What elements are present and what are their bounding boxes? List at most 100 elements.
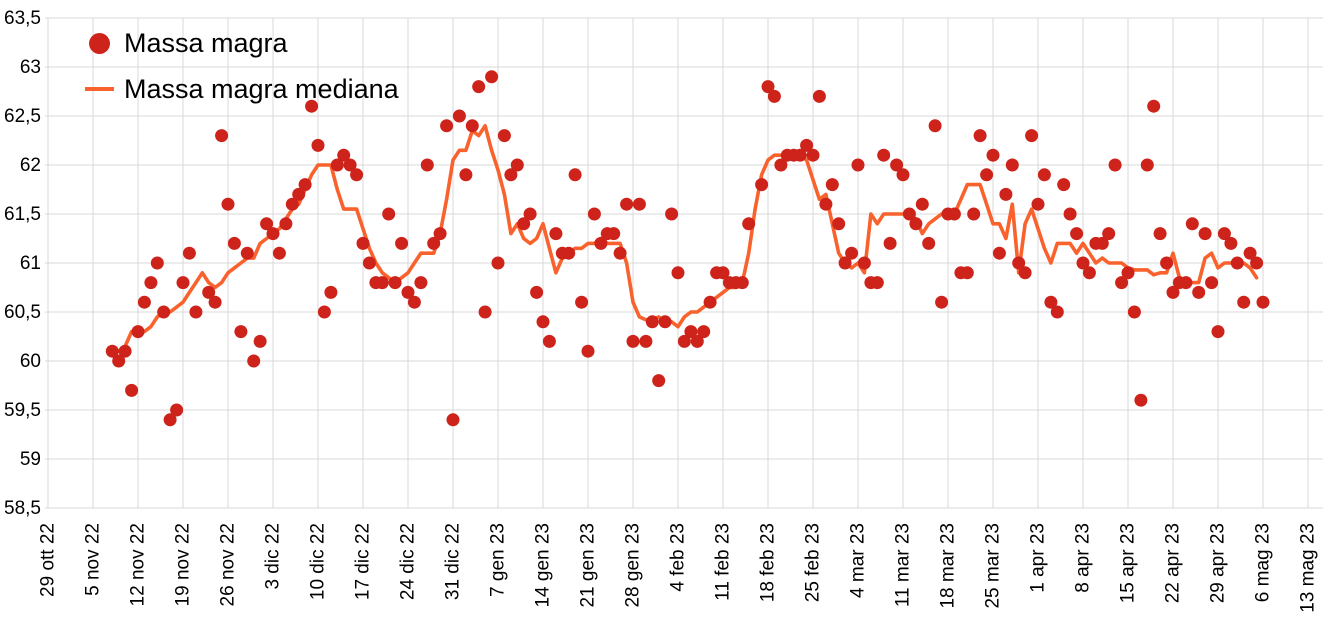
scatter-point — [973, 129, 987, 143]
scatter-point — [562, 246, 576, 260]
scatter-point — [838, 256, 852, 270]
scatter-point — [105, 344, 119, 358]
scatter-point — [478, 305, 492, 319]
scatter-point — [202, 285, 216, 299]
scatter-point — [1237, 295, 1251, 309]
scatter-point — [1018, 266, 1032, 280]
scatter-point — [896, 168, 910, 182]
scatter-point — [497, 129, 511, 143]
y-axis-tick-label: 63 — [20, 57, 41, 78]
scatter-point — [774, 158, 788, 172]
scatter-point — [144, 276, 158, 290]
scatter-point — [1185, 217, 1199, 231]
scatter-point — [317, 305, 331, 319]
scatter-point — [575, 295, 589, 309]
scatter-point — [1211, 325, 1225, 339]
scatter-point — [967, 207, 981, 221]
scatter-point — [446, 413, 460, 427]
scatter-point — [870, 276, 884, 290]
scatter-point — [549, 227, 563, 241]
scatter-point — [832, 217, 846, 231]
scatter-point — [890, 158, 904, 172]
scatter-point — [1134, 393, 1148, 407]
scatter-point — [330, 158, 344, 172]
chart-legend: Massa magra Massa magra mediana — [84, 23, 399, 115]
scatter-point — [1166, 285, 1180, 299]
y-axis-tick-label: 63,5 — [4, 8, 41, 29]
x-axis-tick-label: 3 dic 22 — [263, 523, 284, 590]
scatter-point — [285, 197, 299, 211]
x-axis-tick-label: 5 nov 22 — [83, 523, 104, 596]
scatter-point — [568, 168, 582, 182]
scatter-point — [491, 256, 505, 270]
scatter-point — [716, 266, 730, 280]
x-axis-tick-label: 25 mar 23 — [983, 523, 1004, 609]
scatter-point — [1198, 227, 1212, 241]
scatter-point — [433, 227, 447, 241]
scatter-point — [928, 119, 942, 133]
scatter-point — [1160, 256, 1174, 270]
scatter-point — [112, 354, 126, 368]
scatter-point — [652, 374, 666, 388]
scatter-point — [1205, 276, 1219, 290]
scatter-point — [382, 207, 396, 221]
scatter-point — [992, 246, 1006, 260]
scatter-point — [227, 236, 241, 250]
scatter-point — [793, 148, 807, 162]
scatter-point — [1153, 227, 1167, 241]
scatter-point — [703, 295, 717, 309]
scatter-point — [272, 246, 286, 260]
scatter-point — [761, 80, 775, 94]
scatter-point — [530, 285, 544, 299]
scatter-point — [414, 276, 428, 290]
scatter-point — [806, 148, 820, 162]
scatter-point — [472, 80, 486, 94]
scatter-point — [1070, 227, 1084, 241]
scatter-point — [800, 138, 814, 152]
scatter-point — [922, 236, 936, 250]
scatter-point — [324, 285, 338, 299]
scatter-point — [1115, 276, 1129, 290]
y-axis-tick-label: 61 — [20, 253, 41, 274]
scatter-point — [581, 344, 595, 358]
x-axis-tick-label: 24 dic 22 — [398, 523, 419, 600]
legend-label-massa-magra: Massa magra — [124, 27, 288, 58]
scatter-point — [1063, 207, 1077, 221]
scatter-point — [665, 207, 679, 221]
y-axis-tick-label: 61,5 — [4, 204, 41, 225]
y-axis-tick-label: 60 — [20, 351, 41, 372]
scatter-point — [845, 246, 859, 260]
x-axis-tick-label: 18 feb 23 — [758, 523, 779, 602]
scatter-point — [677, 334, 691, 348]
scatter-point — [755, 178, 769, 192]
scatter-point — [1095, 236, 1109, 250]
scatter-point — [851, 158, 865, 172]
scatter-point — [504, 168, 518, 182]
scatter-point — [1230, 256, 1244, 270]
scatter-point — [684, 325, 698, 339]
scatter-point — [947, 207, 961, 221]
scatter-point — [980, 168, 994, 182]
scatter-point — [632, 197, 646, 211]
scatter-point — [735, 276, 749, 290]
scatter-point — [1179, 276, 1193, 290]
scatter-point — [1127, 305, 1141, 319]
scatter-point — [240, 246, 254, 260]
scatter-point — [337, 148, 351, 162]
scatter-point — [671, 266, 685, 280]
scatter-point — [260, 217, 274, 231]
scatter-point — [208, 295, 222, 309]
legend-dot-icon — [84, 32, 114, 54]
scatter-point — [1076, 256, 1090, 270]
x-axis-tick-label: 6 mag 23 — [1253, 523, 1274, 602]
scatter-point — [542, 334, 556, 348]
x-axis-tick-label: 22 apr 23 — [1163, 523, 1184, 603]
scatter-point — [697, 325, 711, 339]
x-axis-tick-label: 17 dic 22 — [353, 523, 374, 600]
scatter-point — [485, 70, 499, 84]
scatter-point — [452, 109, 466, 123]
scatter-point — [118, 344, 132, 358]
scatter-point — [1192, 285, 1206, 299]
scatter-point — [1243, 246, 1257, 260]
x-axis-tick-label: 8 apr 23 — [1073, 523, 1094, 593]
